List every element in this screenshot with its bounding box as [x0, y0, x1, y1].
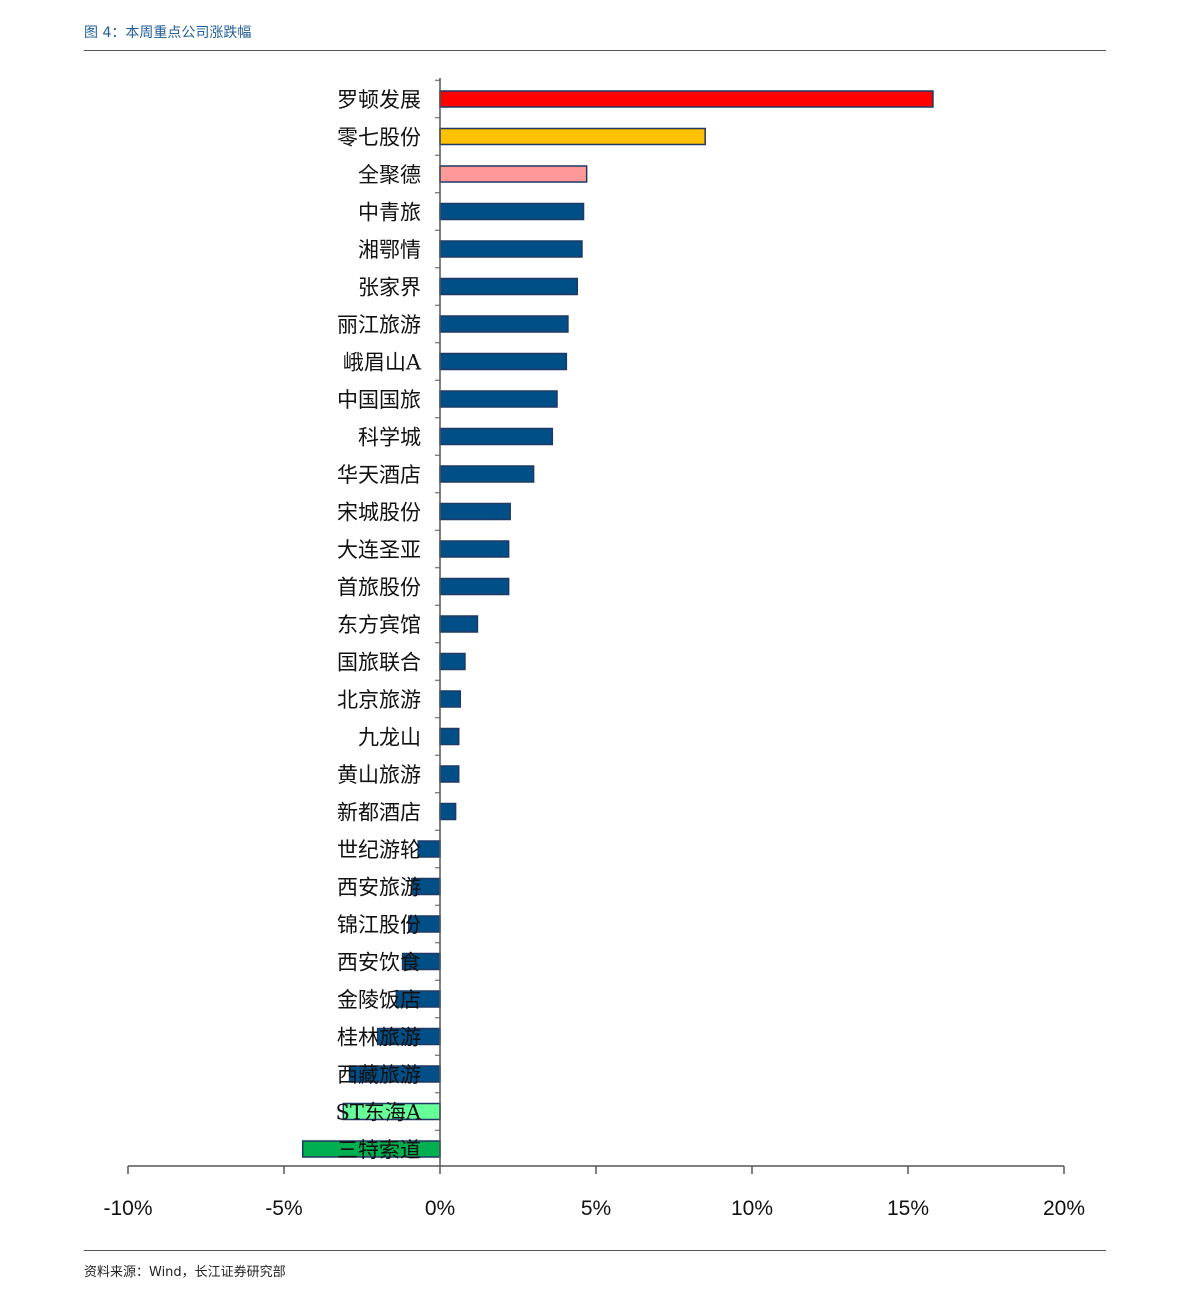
bar-峨眉山A: [439, 352, 568, 371]
bar-黄山旅游: [439, 765, 460, 783]
x-tick-label: -5%: [265, 1197, 302, 1220]
category-label: 新都酒店: [337, 801, 421, 825]
bottom-divider: [84, 1250, 1106, 1251]
bar-group: [301, 90, 934, 1158]
figure-title: 图 4：本周重点公司涨跌幅: [84, 25, 252, 41]
bar-科学城: [439, 427, 554, 446]
bar-国旅联合: [439, 652, 466, 671]
top-divider: [84, 50, 1106, 51]
x-tick-label: 15%: [887, 1197, 929, 1220]
source-note: 资料来源：Wind，长江证券研究部: [84, 1265, 286, 1280]
bar-东方宾馆: [439, 615, 479, 633]
category-label: 科学城: [358, 426, 421, 450]
category-label: 世纪游轮: [337, 838, 421, 862]
category-label: 北京旅游: [337, 688, 421, 712]
bar-首旅股份: [439, 577, 510, 596]
category-label: 张家界: [358, 276, 421, 300]
bar-张家界: [439, 277, 579, 296]
category-label: 零七股份: [337, 126, 421, 150]
category-label: 丽江旅游: [337, 313, 421, 337]
category-label: 金陵饭店: [337, 988, 421, 1012]
category-label: 宋城股份: [337, 501, 421, 525]
bar-新都酒店: [439, 802, 457, 821]
category-label: 中青旅: [358, 201, 421, 225]
category-label: 锦江股份: [337, 913, 421, 937]
category-label: 西藏旅游: [337, 1063, 421, 1087]
category-label: 大连圣亚: [337, 538, 421, 562]
bar-中国国旅: [439, 390, 558, 408]
x-tick-label: -10%: [103, 1197, 152, 1220]
x-tick-label: 0%: [425, 1197, 455, 1220]
category-label: 西安饮食: [337, 951, 421, 975]
bar-世纪游轮: [417, 840, 441, 858]
category-label: 首旅股份: [337, 576, 421, 600]
bar-北京旅游: [439, 690, 462, 708]
bar-全聚德: [439, 165, 588, 183]
category-label: 国旅联合: [337, 651, 421, 675]
bar-宋城股份: [439, 502, 511, 521]
category-label: 华天酒店: [337, 463, 421, 487]
bar-丽江旅游: [439, 315, 569, 333]
category-label: 罗顿发展: [337, 88, 421, 112]
category-label: 黄山旅游: [337, 763, 421, 787]
category-label: 三特索道: [337, 1138, 421, 1162]
x-tick-label: 5%: [581, 1197, 611, 1220]
bar-湘鄂情: [439, 240, 583, 258]
bar-华天酒店: [439, 465, 535, 483]
category-label: 峨眉山A: [343, 351, 422, 375]
x-tick-label: 20%: [1043, 1197, 1085, 1220]
bar-零七股份: [439, 127, 706, 146]
category-label: 全聚德: [358, 163, 421, 187]
bar-中青旅: [439, 202, 585, 221]
tick-label-group: -10% -5% 0% 5% 10% 15% 20%: [103, 1197, 1085, 1220]
category-label: 中国国旅: [337, 388, 421, 412]
axes-group: [127, 78, 1065, 1174]
category-label: 西安旅游: [337, 876, 421, 900]
x-tick-label: 10%: [731, 1197, 773, 1220]
bar-大连圣亚: [439, 540, 510, 558]
category-label: ST东海A: [335, 1101, 421, 1125]
bar-九龙山: [439, 727, 460, 746]
category-label: 湘鄂情: [358, 238, 421, 262]
category-label: 桂林旅游: [337, 1026, 421, 1050]
category-label: 九龙山: [358, 726, 421, 750]
category-label: 东方宾馆: [337, 613, 421, 637]
bar-罗顿发展: [439, 90, 934, 108]
